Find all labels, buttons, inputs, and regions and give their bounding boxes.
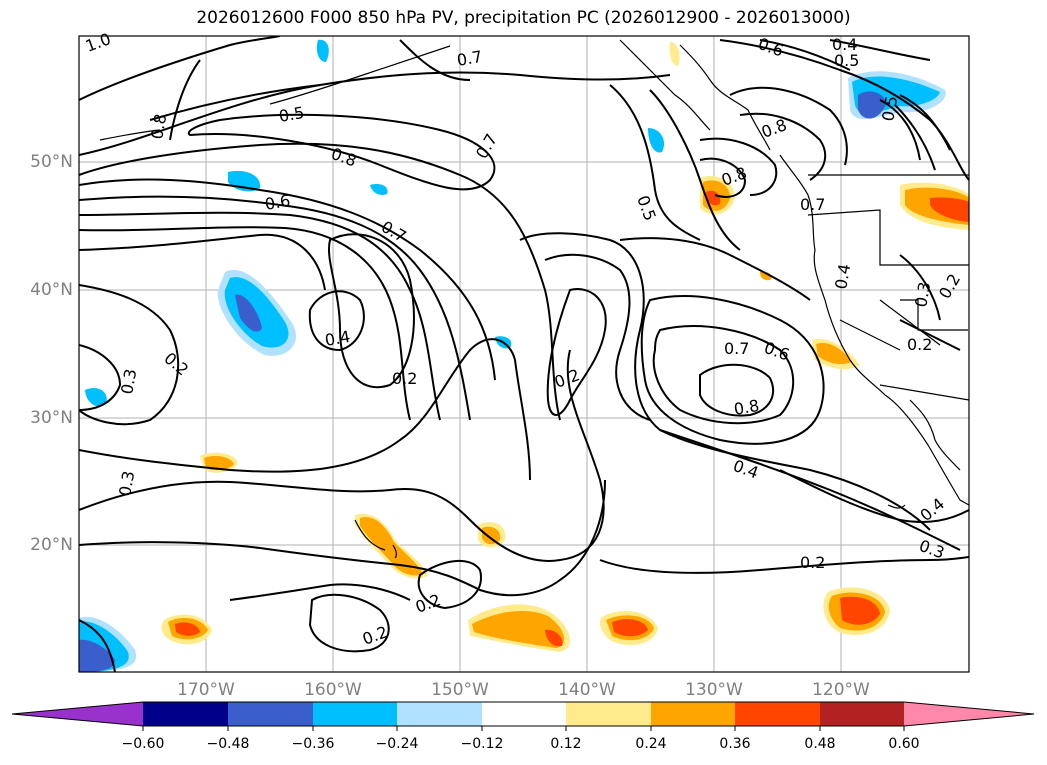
longitude-label: 160°W [304, 680, 362, 700]
contour-label: 0.2 [392, 369, 417, 388]
colorbar-tick-label: 0.24 [635, 736, 667, 752]
contour-label: 0.2 [160, 349, 192, 380]
colorbar-tick-label: −0.12 [460, 736, 504, 752]
contour-label: 0.7 [472, 130, 501, 162]
contour-label: 0.3 [917, 536, 947, 563]
latitude-label: 20°N [30, 535, 73, 555]
latitude-label: 40°N [30, 280, 73, 300]
contour-label: 0.2 [800, 553, 825, 572]
contour-label: 0.4 [831, 262, 854, 290]
colorbar-bin [397, 702, 482, 726]
map-title: 2026012600 F000 850 hPa PV, precipitatio… [196, 8, 851, 28]
contour-label: 0.2 [360, 622, 390, 649]
contour-label: 0.2 [413, 590, 443, 617]
colorbar-tick-label: 0.60 [888, 736, 920, 752]
latitude-label: 50°N [30, 152, 73, 172]
contour-label: 0.3 [115, 469, 138, 497]
colorbar-extend-left [12, 702, 143, 726]
map-frame [78, 35, 970, 673]
colorbar-tick-label: −0.48 [206, 736, 250, 752]
colorbar-bin [735, 702, 820, 726]
colorbar-tick-label: 0.12 [550, 736, 582, 752]
contour-label: 0.5 [878, 94, 901, 122]
contour-label: 0.7 [724, 339, 749, 358]
contour-label: 0.6 [263, 191, 291, 214]
longitude-label: 130°W [685, 680, 743, 700]
colorbar-tick-label: 0.48 [804, 736, 836, 752]
longitude-label: 120°W [812, 680, 870, 700]
colorbar-bin [143, 702, 228, 726]
colorbar-bin [482, 702, 566, 726]
coastlines [99, 39, 969, 559]
colorbar-extend-right [904, 702, 1034, 726]
precip-positive [161, 42, 969, 652]
pv-contours [79, 36, 969, 672]
contour-label: 0.5 [277, 103, 305, 126]
colorbar-tick-label: 0.36 [719, 736, 751, 752]
contour-label: 0.3 [117, 367, 140, 395]
colorbar-bin [566, 702, 651, 726]
contour-label: 0.4 [832, 35, 857, 54]
contour-label: 0.5 [834, 51, 859, 70]
contour-label: 0.8 [732, 396, 760, 419]
latitude-label: 30°N [30, 408, 73, 428]
contour-label: 0.4 [323, 327, 351, 350]
longitude-label: 140°W [558, 680, 616, 700]
colorbar-bin [228, 702, 313, 726]
contour-label: 0.6 [756, 34, 786, 61]
contour-label: 1.0 [83, 29, 113, 56]
colorbar-bin [820, 702, 904, 726]
contour-label: 0.8 [147, 112, 170, 140]
longitude-label: 150°W [431, 680, 489, 700]
colorbar-tick-label: −0.24 [375, 736, 419, 752]
map-plot-area [79, 36, 969, 672]
colorbar-tick-label: −0.36 [291, 736, 335, 752]
contour-label: 0.7 [455, 47, 483, 70]
contour-label: 0.2 [907, 335, 932, 354]
colorbar [11, 701, 1035, 731]
longitude-label: 170°W [177, 680, 235, 700]
colorbar-bin [651, 702, 735, 726]
contour-label: 0.7 [800, 195, 825, 214]
contour-label: 0.3 [911, 280, 934, 308]
colorbar-bin [313, 702, 397, 726]
colorbar-tick-label: −0.60 [121, 736, 165, 752]
contour-label: 0.2 [935, 270, 964, 302]
